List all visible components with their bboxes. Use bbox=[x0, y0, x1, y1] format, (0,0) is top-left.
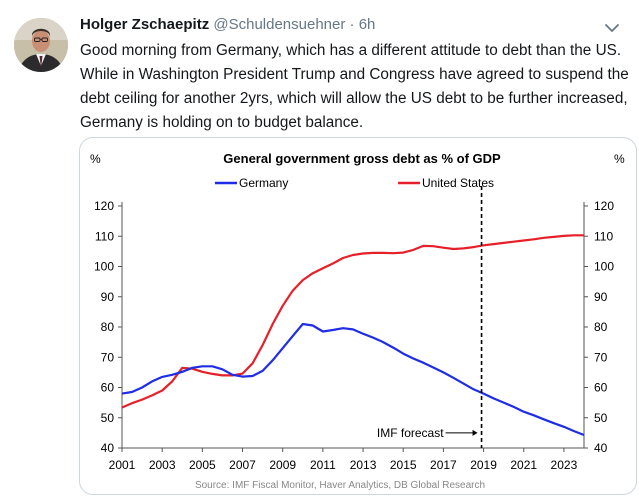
tweet-text-line: Germany is holding on to budget balance. bbox=[80, 114, 364, 131]
x-tick-label: 2007 bbox=[229, 458, 256, 472]
y-tick-label-left: 70 bbox=[101, 350, 115, 364]
legend-label: United States bbox=[422, 176, 494, 190]
legend-label: Germany bbox=[239, 176, 288, 190]
tweet-text-line: debt ceiling for another 2yrs, which wil… bbox=[80, 90, 628, 107]
x-tick-label: 2009 bbox=[269, 458, 296, 472]
y-tick-label-right: 90 bbox=[594, 290, 608, 304]
y-axis-label-left: % bbox=[90, 152, 101, 166]
y-tick-label-right: 80 bbox=[594, 320, 608, 334]
chart-axes: 40 40 50 50 60 60 70 70 80 80 90 90 100 100 110 110 120 1… bbox=[94, 199, 614, 472]
chart-source: Source: IMF Fiscal Monitor, Haver Analyt… bbox=[195, 480, 485, 491]
y-tick-label-right: 40 bbox=[594, 441, 608, 455]
author-avatar[interactable] bbox=[14, 18, 68, 72]
tweet-timestamp[interactable]: 6h bbox=[358, 16, 376, 33]
chart-legend: Germany United States bbox=[215, 176, 494, 190]
x-tick-label: 2003 bbox=[149, 458, 176, 472]
y-tick-label-right: 110 bbox=[594, 229, 613, 243]
debt-chart: General government gross debt as % of GD… bbox=[90, 151, 625, 491]
more-options-button[interactable] bbox=[600, 20, 624, 36]
x-tick-label: 2017 bbox=[430, 458, 457, 472]
series-line bbox=[121, 234, 584, 409]
x-tick-label: 2013 bbox=[350, 458, 377, 472]
x-tick-label: 2005 bbox=[189, 458, 216, 472]
chart-series bbox=[121, 234, 585, 437]
x-tick-label: 2015 bbox=[390, 458, 417, 472]
x-tick-label: 2021 bbox=[510, 458, 537, 472]
y-tick-label-left: 60 bbox=[101, 381, 115, 395]
y-tick-label-right: 100 bbox=[594, 260, 614, 274]
chart-title: General government gross debt as % of GD… bbox=[223, 151, 501, 166]
chart-annotation: IMF forecast bbox=[377, 186, 483, 448]
tweet-header: Holger Zschaepitz @Schuldensuehner · 6h bbox=[80, 16, 375, 36]
y-tick-label-right: 50 bbox=[594, 411, 608, 425]
y-tick-label-right: 120 bbox=[594, 199, 614, 213]
y-tick-label-left: 80 bbox=[101, 320, 115, 334]
forecast-label: IMF forecast bbox=[377, 426, 444, 440]
y-axis-label-right: % bbox=[614, 152, 625, 166]
x-tick-label: 2011 bbox=[310, 458, 336, 472]
tweet-media-chart[interactable]: General government gross debt as % of GD… bbox=[79, 137, 637, 495]
y-tick-label-left: 90 bbox=[101, 290, 115, 304]
y-tick-label-left: 40 bbox=[101, 441, 115, 455]
x-tick-label: 2001 bbox=[109, 458, 136, 472]
x-tick-label: 2023 bbox=[551, 458, 578, 472]
author-name[interactable]: Holger Zschaepitz bbox=[80, 16, 210, 33]
y-tick-label-left: 50 bbox=[101, 411, 115, 425]
tweet-text: Good morning from Germany, which has a d… bbox=[80, 39, 632, 135]
y-tick-label-left: 110 bbox=[95, 229, 114, 243]
tweet-text-line: While in Washington President Trump and … bbox=[80, 66, 629, 83]
series-line bbox=[121, 322, 585, 437]
y-tick-label-left: 120 bbox=[94, 199, 114, 213]
forecast-arrowhead bbox=[472, 429, 478, 436]
author-handle[interactable]: @Schuldensuehner bbox=[213, 16, 346, 33]
y-tick-label-right: 70 bbox=[594, 350, 608, 364]
y-tick-label-left: 100 bbox=[94, 260, 114, 274]
x-tick-label: 2019 bbox=[470, 458, 497, 472]
y-tick-label-right: 60 bbox=[594, 381, 608, 395]
chevron-down-icon bbox=[605, 24, 619, 32]
avatar-photo bbox=[14, 18, 68, 72]
tweet-text-line: Good morning from Germany, which has a d… bbox=[80, 42, 622, 59]
separator-dot: · bbox=[349, 16, 355, 33]
